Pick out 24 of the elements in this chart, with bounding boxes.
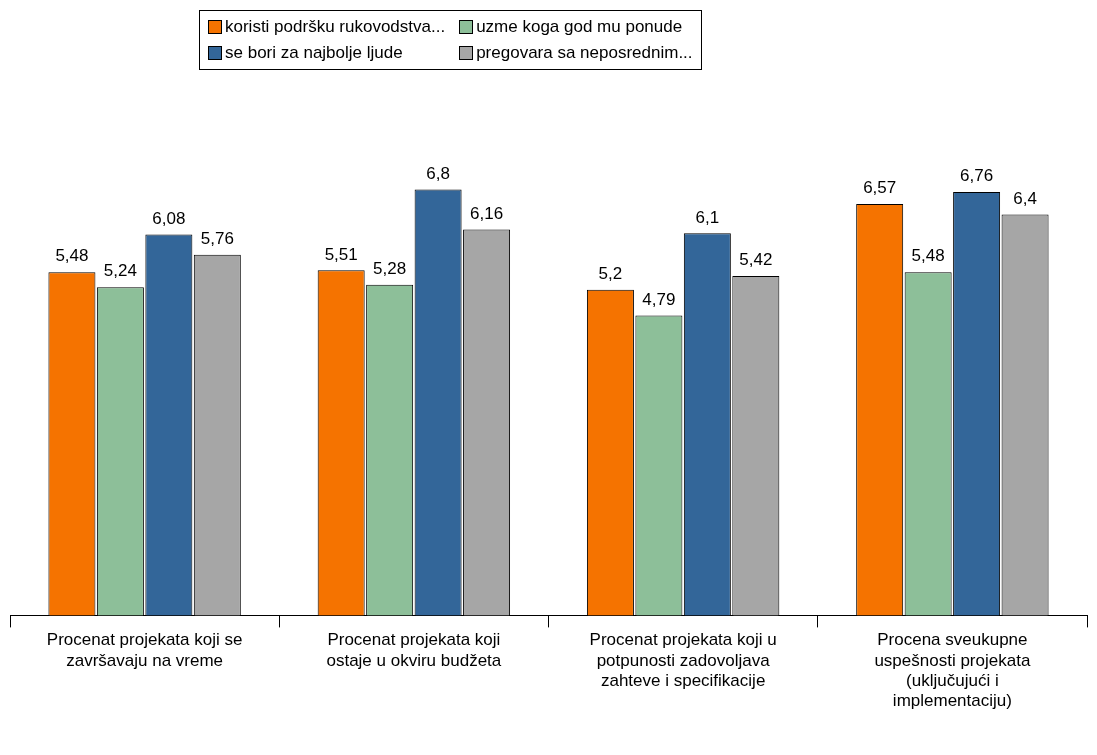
data-label: 6,57	[863, 178, 897, 198]
x-tick-label: Procena sveukupne uspešnosti projekata (uključujući i implementaciju)	[874, 630, 1031, 711]
data-label: 6,76	[960, 166, 994, 186]
data-label: 6,8	[426, 163, 450, 183]
data-label: 5,2	[598, 263, 623, 283]
x-tick-label: Procenat projekata koji u potpunosti zadovoljava zahteve i specifikacije	[589, 630, 777, 691]
data-label: 6,4	[1013, 188, 1037, 208]
data-label: 5,48	[55, 246, 89, 266]
data-label: 5,24	[103, 261, 137, 281]
data-label: 6,1	[695, 207, 720, 227]
legend-label: pregovara sa neposrednim...	[476, 43, 693, 63]
x-tick-label: Procenat projekata koji ostaje u okviru budžeta	[326, 630, 502, 670]
legend-label: koristi podršku rukovodstva...	[225, 17, 446, 37]
data-label: 5,28	[373, 258, 407, 278]
data-label: 4,79	[642, 289, 676, 309]
legend-label: se bori za najbolje ljude	[225, 43, 403, 63]
data-label: 6,08	[152, 208, 186, 228]
data-label: 5,76	[200, 228, 234, 248]
data-label: 5,51	[324, 244, 358, 264]
data-label: 5,42	[739, 250, 773, 270]
data-label: 5,48	[911, 246, 945, 266]
legend-label: uzme koga god mu ponude	[476, 17, 683, 37]
x-tick-label: Procenat projekata koji se završavaju na vreme	[46, 630, 243, 670]
data-label: 6,16	[470, 203, 504, 223]
